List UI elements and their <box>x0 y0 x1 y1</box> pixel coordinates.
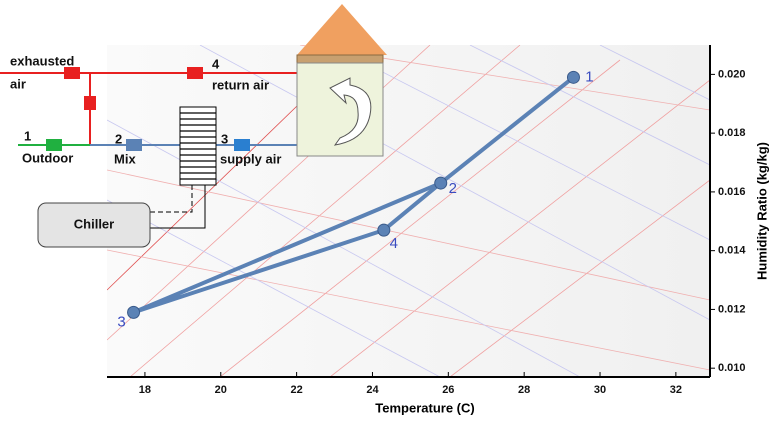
roof <box>297 4 387 55</box>
chart: Temperature (C) Humidity Ratio (kg/kg) e… <box>0 0 774 421</box>
label: 1 <box>24 128 31 143</box>
y-tick-label: 0.010 <box>718 362 746 374</box>
arrow <box>187 67 203 79</box>
x-axis-label: Temperature (C) <box>375 400 474 415</box>
state-point <box>435 177 447 189</box>
y-tick-label: 0.012 <box>718 303 746 315</box>
y-tick-label: 0.014 <box>718 245 746 257</box>
x-tick-label: 24 <box>366 384 379 396</box>
arrow <box>46 139 62 151</box>
label: 4 <box>212 56 220 71</box>
label: air <box>10 76 26 91</box>
state-point <box>128 306 140 318</box>
point-label: 2 <box>449 180 457 197</box>
state-point <box>378 224 390 236</box>
x-tick-label: 18 <box>139 384 151 396</box>
label: exhausted <box>10 53 74 68</box>
x-tick-label: 20 <box>215 384 227 396</box>
y-axis-label: Humidity Ratio (kg/kg) <box>754 142 769 280</box>
label: 2 <box>115 131 122 146</box>
ceiling <box>297 55 383 63</box>
y-tick-label: 0.016 <box>718 186 746 198</box>
label: return air <box>212 77 269 92</box>
label: Chiller <box>74 216 114 231</box>
point-label: 3 <box>117 313 125 330</box>
label: 3 <box>221 131 228 146</box>
y-tick-label: 0.018 <box>718 127 746 139</box>
x-tick-label: 26 <box>442 384 454 396</box>
x-tick-label: 22 <box>290 384 302 396</box>
arrow <box>234 139 250 151</box>
arrow <box>84 96 96 110</box>
arrow <box>64 67 80 79</box>
point-label: 1 <box>585 68 593 85</box>
state-point <box>567 71 579 83</box>
label: supply air <box>220 151 281 166</box>
x-tick-label: 28 <box>518 384 530 396</box>
label: Outdoor <box>22 150 73 165</box>
arrow <box>126 139 142 151</box>
point-label: 4 <box>390 235 398 252</box>
label: Mix <box>114 151 136 166</box>
x-tick-label: 30 <box>594 384 606 396</box>
y-tick-label: 0.020 <box>718 68 746 80</box>
x-tick-label: 32 <box>670 384 682 396</box>
